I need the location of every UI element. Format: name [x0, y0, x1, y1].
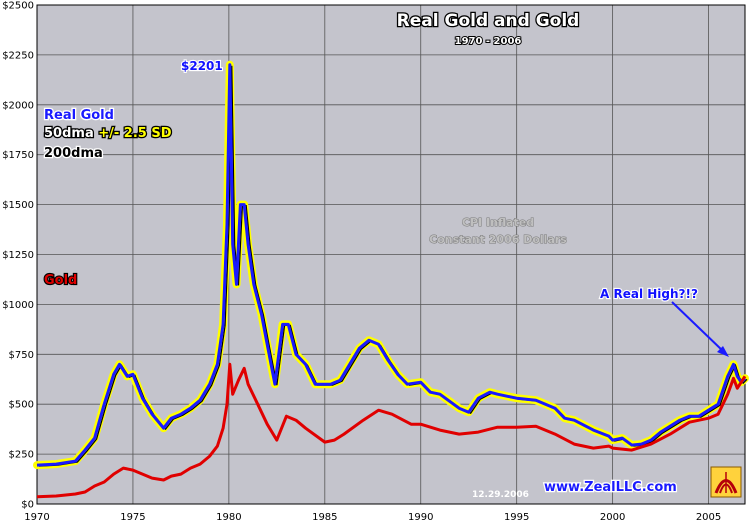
- x-tick-labels: 1970 1975 1980 1985 1990 1995 2000 2005: [24, 512, 721, 523]
- annotation-real-high: A Real High?!?: [600, 287, 698, 301]
- series-real-gold: [36, 63, 747, 467]
- legend-bands: 50dma +/- 2.5 SD: [44, 126, 172, 141]
- plot-border: [36, 4, 746, 505]
- series-group: [33, 60, 749, 499]
- legend-200dma: 200dma: [44, 146, 103, 161]
- source-label: www.ZealLLC.com: [544, 480, 677, 495]
- series-gold: [36, 362, 747, 499]
- y-tick-label: $750: [9, 350, 34, 361]
- x-tick-label: 2005: [696, 512, 721, 523]
- annotation-constant-dollars: Constant 2006 Dollars: [429, 233, 567, 246]
- annotation-peak-value: $2201: [181, 59, 223, 73]
- y-tick-label: $0: [21, 500, 34, 511]
- legend-sd: +/- 2.5 SD: [98, 126, 171, 141]
- y-tick-label: $500: [9, 400, 34, 411]
- annotation-arrowhead: [717, 346, 729, 357]
- y-tick-label: $2500: [2, 1, 34, 12]
- annotation-cpi-inflated: CPI Inflated: [462, 216, 534, 229]
- y-tick-label: $1250: [2, 250, 34, 261]
- x-tick-label: 1975: [120, 512, 145, 523]
- y-tick-label: $2000: [2, 100, 34, 111]
- annotation-arrow-line: [671, 301, 725, 353]
- y-tick-label: $1500: [2, 200, 34, 211]
- y-tick-label: $250: [9, 450, 34, 461]
- x-tick-label: 2000: [600, 512, 625, 523]
- y-tick-label: $2250: [2, 50, 34, 61]
- date-stamp: 12.29.2006: [472, 490, 529, 500]
- chart-title: Real Gold and Gold: [397, 11, 580, 31]
- y-tick-label: $1000: [2, 300, 34, 311]
- x-tick-label: 1995: [504, 512, 529, 523]
- x-tick-label: 1985: [312, 512, 337, 523]
- chart-subtitle: 1970 - 2006: [455, 36, 522, 47]
- grid: [36, 4, 746, 505]
- y-tick-labels: $0 $250 $500 $750 $1000 $1250 $1500 $1750 $2000 $…: [2, 1, 34, 511]
- series-label-gold: Gold: [44, 273, 77, 288]
- y-tick-label: $1750: [2, 150, 34, 161]
- x-tick-label: 1980: [216, 512, 241, 523]
- x-tick-label: 1990: [408, 512, 433, 523]
- legend-50dma: 50dma: [44, 126, 98, 141]
- x-tick-label: 1970: [24, 512, 49, 523]
- logo-icon: [710, 466, 742, 498]
- legend-real-gold: Real Gold: [44, 108, 114, 123]
